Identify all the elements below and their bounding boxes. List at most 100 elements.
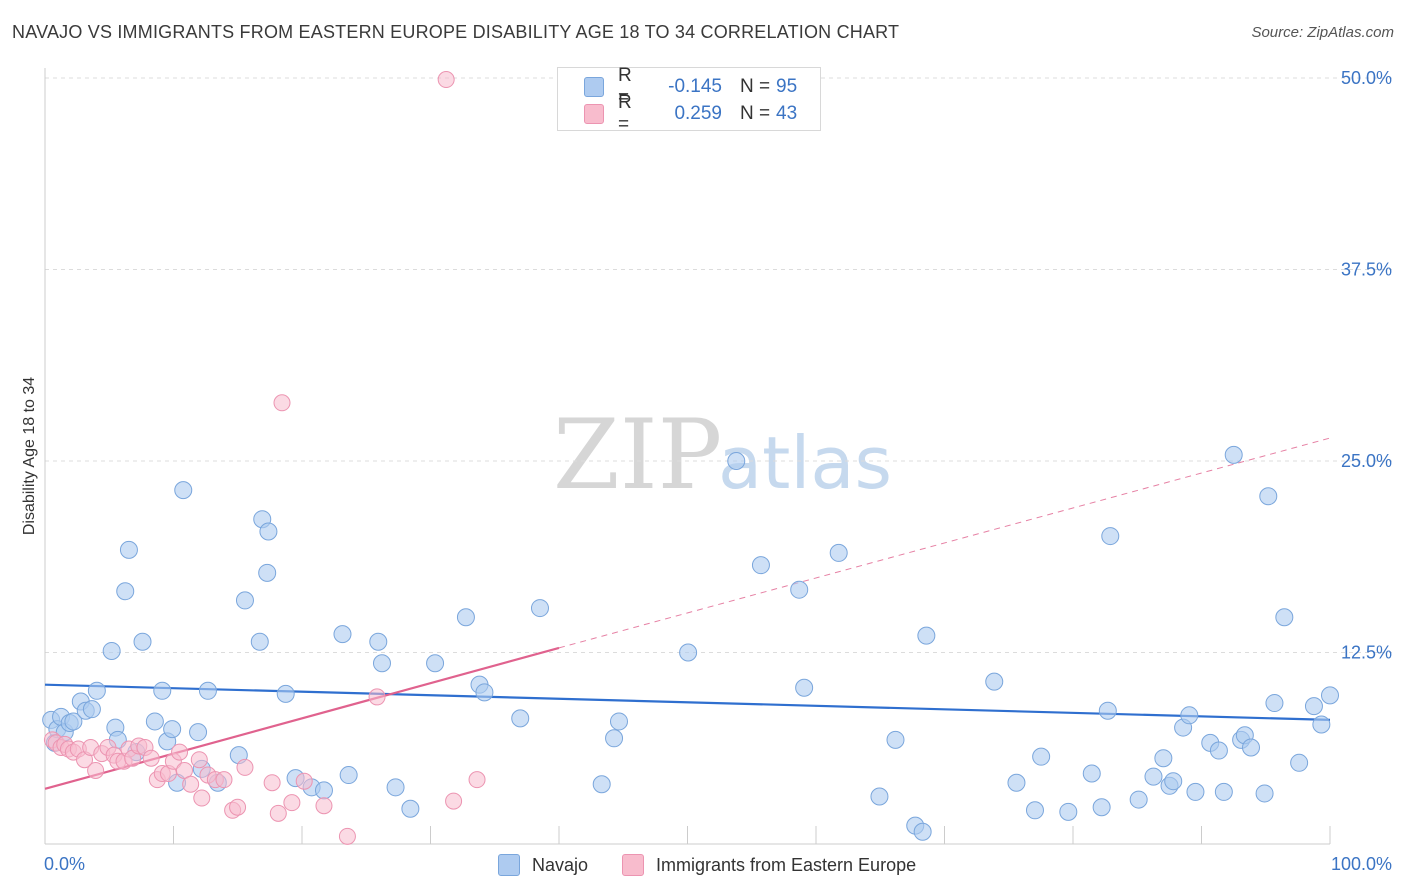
immigrants-point-44 — [445, 792, 463, 810]
immigrants-point-45 — [468, 771, 486, 789]
immigrants-point-31 — [215, 771, 233, 789]
navajo-point-30 — [250, 632, 269, 651]
navajo-point-51 — [605, 729, 624, 748]
navajo-point-43 — [401, 799, 420, 818]
immigrants-trend-extension — [558, 437, 1331, 649]
y-tick-label-0: 12.5% — [1341, 643, 1392, 663]
navajo-n-value: 95 — [776, 76, 798, 97]
legend-row-immigrants: R = 0.259 N = 43 — [584, 92, 798, 135]
navajo-point-53 — [679, 643, 698, 662]
navajo-point-57 — [795, 678, 814, 697]
navajo-point-56 — [790, 580, 809, 599]
navajo-point-79 — [1180, 706, 1199, 725]
immigrants-swatch — [584, 104, 604, 124]
navajo-point-44 — [426, 654, 445, 673]
navajo-point-72 — [1101, 527, 1120, 546]
navajo-point-41 — [372, 654, 391, 673]
navajo-point-54 — [727, 452, 746, 470]
navajo-point-77 — [1164, 772, 1183, 791]
navajo-point-49 — [530, 599, 549, 618]
navajo-point-24 — [189, 723, 208, 742]
navajo-point-82 — [1209, 741, 1228, 760]
navajo-point-63 — [917, 626, 936, 645]
navajo-point-95 — [1321, 686, 1339, 705]
navajo-r-value: -0.145 — [668, 76, 722, 97]
navajo-point-65 — [1007, 773, 1026, 792]
navajo-point-19 — [153, 681, 172, 700]
chart-title: NAVAJO VS IMMIGRANTS FROM EASTERN EUROPE… — [12, 22, 900, 42]
immigrants-point-24 — [171, 743, 189, 761]
navajo-point-42 — [386, 778, 405, 797]
navajo-point-66 — [1025, 801, 1044, 820]
navajo-point-17 — [133, 632, 152, 651]
x-tick-label-1: 100.0% — [1331, 854, 1392, 874]
navajo-point-89 — [1259, 487, 1278, 506]
navajo-point-88 — [1255, 784, 1274, 803]
watermark-zip: ZIP — [553, 399, 722, 511]
immigrants-point-27 — [190, 751, 208, 769]
immigrants-point-34 — [236, 758, 254, 776]
navajo-point-26 — [198, 681, 217, 700]
tick-labels: 12.5% 25.0% 37.5% 50.0% 0.0% 100.0% — [44, 68, 1392, 874]
navajo-point-59 — [870, 787, 889, 806]
navajo-point-52 — [609, 712, 628, 731]
navajo-point-45 — [456, 608, 475, 627]
navajo-point-38 — [333, 625, 352, 644]
navajo-point-64 — [985, 672, 1004, 691]
correlation-legend: R = -0.145 N = 95 R = 0.259 N = 43 — [557, 65, 821, 135]
immigrants-point-40 — [315, 797, 333, 815]
navajo-point-80 — [1186, 782, 1205, 801]
immigrants-point-36 — [269, 804, 287, 822]
navajo-point-14 — [116, 582, 135, 601]
navajo-point-21 — [163, 720, 182, 739]
navajo-point-10 — [87, 681, 106, 700]
navajo-swatch — [584, 77, 604, 97]
navajo-point-87 — [1241, 738, 1260, 757]
source-credit: Source: ZipAtlas.com — [1251, 24, 1394, 41]
y-tick-label-3: 50.0% — [1341, 68, 1392, 88]
navajo-point-6 — [64, 712, 83, 731]
navajo-point-50 — [592, 775, 611, 794]
navajo-point-40 — [369, 632, 388, 651]
immigrants-point-39 — [295, 772, 313, 790]
navajo-point-48 — [511, 709, 530, 728]
navajo-point-34 — [276, 684, 295, 703]
navajo-point-84 — [1224, 445, 1243, 464]
navajo-point-67 — [1032, 747, 1051, 766]
navajo-point-91 — [1275, 608, 1294, 627]
immigrants-point-9 — [87, 761, 105, 779]
navajo-point-18 — [145, 712, 164, 731]
legend-row-navajo: R = -0.145 N = 95 — [584, 65, 798, 108]
navajo-point-69 — [1082, 764, 1101, 783]
navajo-point-47 — [475, 683, 494, 702]
immigrants-point-28 — [193, 789, 211, 807]
navajo-point-23 — [174, 481, 193, 500]
navajo-legend-swatch — [498, 854, 520, 876]
navajo-point-73 — [1129, 790, 1148, 809]
navajo-point-90 — [1265, 694, 1284, 713]
navajo-point-39 — [339, 766, 358, 785]
navajo-point-94 — [1312, 715, 1331, 734]
y-axis-label: Disability Age 18 to 34 — [21, 377, 38, 535]
immigrants-point-38 — [283, 794, 301, 812]
navajo-trend-line — [44, 683, 1331, 722]
navajo-point-37 — [314, 781, 333, 800]
navajo-point-32 — [258, 563, 277, 582]
navajo-point-70 — [1092, 798, 1111, 817]
navajo-point-33 — [259, 522, 278, 541]
navajo-point-55 — [751, 556, 770, 575]
navajo-point-83 — [1214, 782, 1233, 801]
navajo-point-58 — [829, 543, 848, 562]
navajo-point-11 — [102, 641, 121, 660]
navajo-point-9 — [82, 700, 101, 719]
navajo-point-74 — [1144, 767, 1163, 786]
y-tick-label-2: 37.5% — [1341, 260, 1392, 280]
navajo-r-label: R = — [618, 65, 632, 108]
gridlines — [45, 77, 1392, 653]
immigrants-r-label: R = — [618, 92, 632, 135]
series-legend: Navajo Immigrants from Eastern Europe — [0, 852, 1406, 878]
immigrants-n-value: 43 — [776, 103, 798, 124]
immigrants-point-43 — [437, 71, 455, 89]
immigrants-point-41 — [338, 827, 356, 845]
